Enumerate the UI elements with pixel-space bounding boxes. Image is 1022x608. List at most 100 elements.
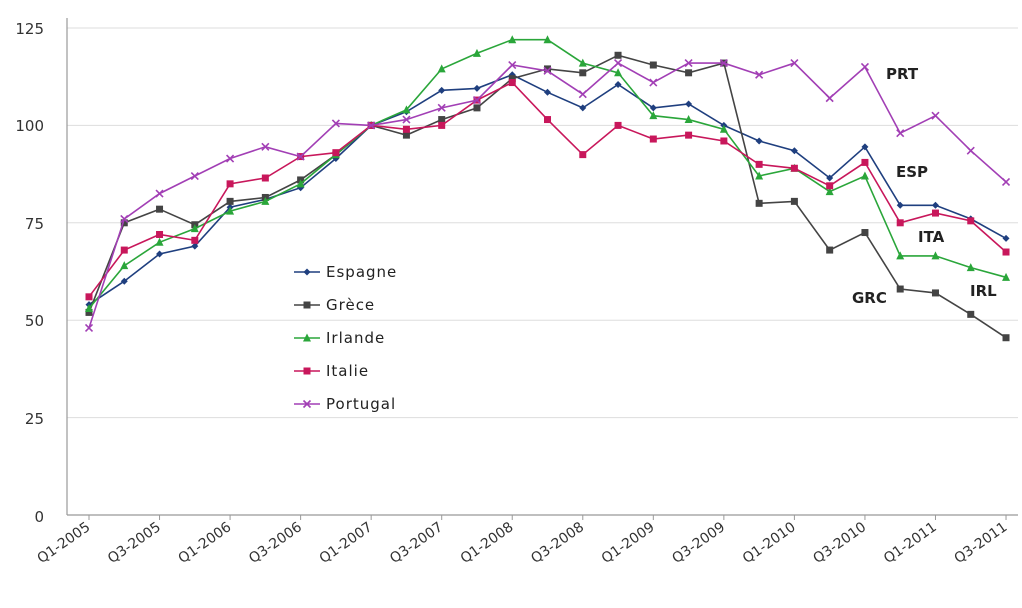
data-point <box>931 201 939 209</box>
data-point <box>472 96 482 105</box>
data-point <box>790 164 798 172</box>
data-point <box>402 125 410 133</box>
data-point <box>191 242 199 250</box>
data-point <box>860 171 869 180</box>
series-line <box>88 38 1007 310</box>
series-line <box>88 81 1007 298</box>
data-point <box>755 70 764 79</box>
data-point <box>1002 334 1010 342</box>
data-point <box>614 121 622 129</box>
data-point <box>1002 272 1011 281</box>
data-point <box>332 149 340 157</box>
data-point <box>649 61 657 69</box>
data-point <box>120 261 129 270</box>
data-point <box>826 182 834 190</box>
data-point <box>931 209 939 217</box>
legend-swatch <box>294 268 320 276</box>
data-point <box>544 88 552 96</box>
data-point <box>825 94 834 103</box>
data-point <box>684 58 693 68</box>
data-point <box>614 80 622 88</box>
data-point <box>472 48 481 57</box>
x-tick-label: Q1-2006 <box>176 519 235 567</box>
data-point <box>85 308 93 316</box>
data-point <box>966 146 975 155</box>
series-lines <box>84 35 1011 342</box>
data-point <box>367 121 376 130</box>
x-tick-label: Q3-2007 <box>387 519 446 567</box>
data-point <box>331 119 340 128</box>
data-point <box>755 160 763 168</box>
data-point <box>261 142 270 151</box>
data-point <box>85 304 93 313</box>
data-point <box>684 115 693 124</box>
data-point <box>226 197 234 205</box>
data-point <box>120 214 129 223</box>
data-point <box>896 201 904 209</box>
y-tick-label: 25 <box>25 410 44 428</box>
legend-label: Irlande <box>326 329 385 347</box>
legend-swatch <box>294 399 320 409</box>
data-point <box>296 179 305 188</box>
legend-swatch-marker <box>303 367 311 375</box>
data-point <box>896 251 905 260</box>
data-point <box>190 171 199 181</box>
end-label-prt: PRT <box>886 65 919 83</box>
x-tick-label: Q3-2006 <box>246 519 305 567</box>
data-point <box>755 171 764 180</box>
legend: Espagne Grèce Irlande Italie Portugal <box>294 263 396 413</box>
y-tick-label: 100 <box>15 117 44 135</box>
data-point <box>931 251 940 260</box>
x-tick-label: Q1-2011 <box>881 519 940 567</box>
y-tick-label: 125 <box>15 20 44 38</box>
data-point <box>120 246 128 254</box>
series-portugal <box>84 58 1011 333</box>
legend-label: Grèce <box>326 296 375 314</box>
legend-item-portugal: Portugal <box>294 395 395 413</box>
y-tick-label: 50 <box>25 312 44 330</box>
data-point <box>685 131 693 139</box>
data-point <box>473 84 481 92</box>
data-point <box>755 137 763 145</box>
data-point <box>579 69 587 77</box>
x-tick-label: Q1-2010 <box>740 519 799 567</box>
legend-label: Italie <box>326 362 369 380</box>
data-point <box>685 100 693 108</box>
y-tick-label: 75 <box>25 215 44 233</box>
data-point <box>578 58 587 67</box>
data-point <box>508 35 517 44</box>
series-irlande <box>85 35 1011 313</box>
data-point <box>437 103 446 112</box>
data-point <box>967 217 975 225</box>
data-point <box>156 230 164 238</box>
data-point <box>720 137 728 145</box>
x-axis-ticks: Q1-2005 Q3-2005 Q1-2006 Q3-2006 Q1-2007 Q3-20… <box>34 515 1010 567</box>
data-point <box>578 90 587 99</box>
data-point <box>191 236 199 244</box>
data-point <box>614 68 623 77</box>
data-point <box>508 79 516 87</box>
data-point <box>508 75 516 83</box>
end-label-esp: ESP <box>896 163 928 181</box>
series-end-labels: PRT ESP ITA GRC IRL <box>852 65 997 307</box>
data-point <box>861 143 869 151</box>
x-tick-label: Q1-2009 <box>599 519 658 567</box>
data-point <box>437 64 446 73</box>
legend-swatch <box>294 333 320 342</box>
data-point <box>1002 248 1010 256</box>
legend-swatch <box>294 367 320 375</box>
data-point <box>685 69 693 77</box>
data-point <box>1002 234 1010 242</box>
data-point <box>402 115 411 124</box>
data-point <box>438 116 446 124</box>
data-point <box>156 205 164 213</box>
data-point <box>120 277 128 285</box>
gridlines <box>67 27 1018 419</box>
x-tick-label: Q3-2005 <box>105 519 164 567</box>
data-point <box>508 60 517 70</box>
legend-item-irlande: Irlande <box>294 329 385 347</box>
data-point <box>190 224 199 233</box>
data-point <box>226 206 235 215</box>
data-point <box>826 174 834 182</box>
